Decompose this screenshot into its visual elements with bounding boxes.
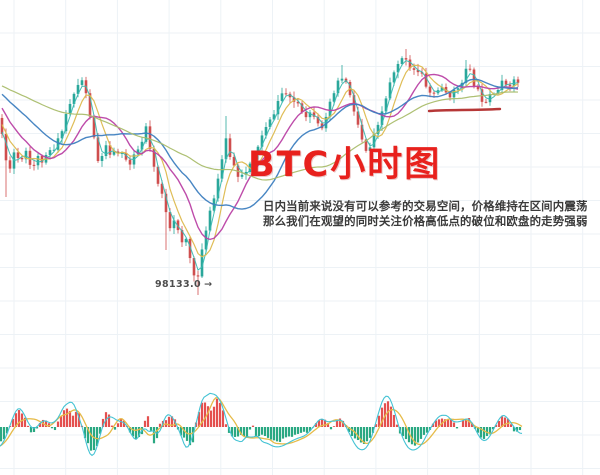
low-price-annotation: 98133.0 → — [155, 279, 212, 290]
ma-blue — [1, 78, 519, 210]
commentary-line-2: 那么我们在观望的同时关注价格高低点的破位和欧盘的走势强弱 — [263, 214, 588, 228]
chart-title: BTC小时图 — [248, 145, 442, 185]
ma-olive — [1, 85, 519, 181]
commentary-line-1: 日内当前来说没有可以参考的交易空间，价格维持在区间内震荡 — [263, 199, 588, 213]
ma-teal — [1, 60, 519, 271]
support-trendline — [427, 107, 502, 113]
arrow-right-icon: → — [204, 279, 213, 290]
low-price-value: 98133.0 — [155, 279, 202, 290]
commentary-text: 日内当前来说没有可以参考的交易空间，价格维持在区间内震荡 那么我们在观望的同时关… — [263, 199, 588, 229]
ma-yellow — [1, 64, 519, 258]
ma-magenta — [1, 73, 519, 241]
